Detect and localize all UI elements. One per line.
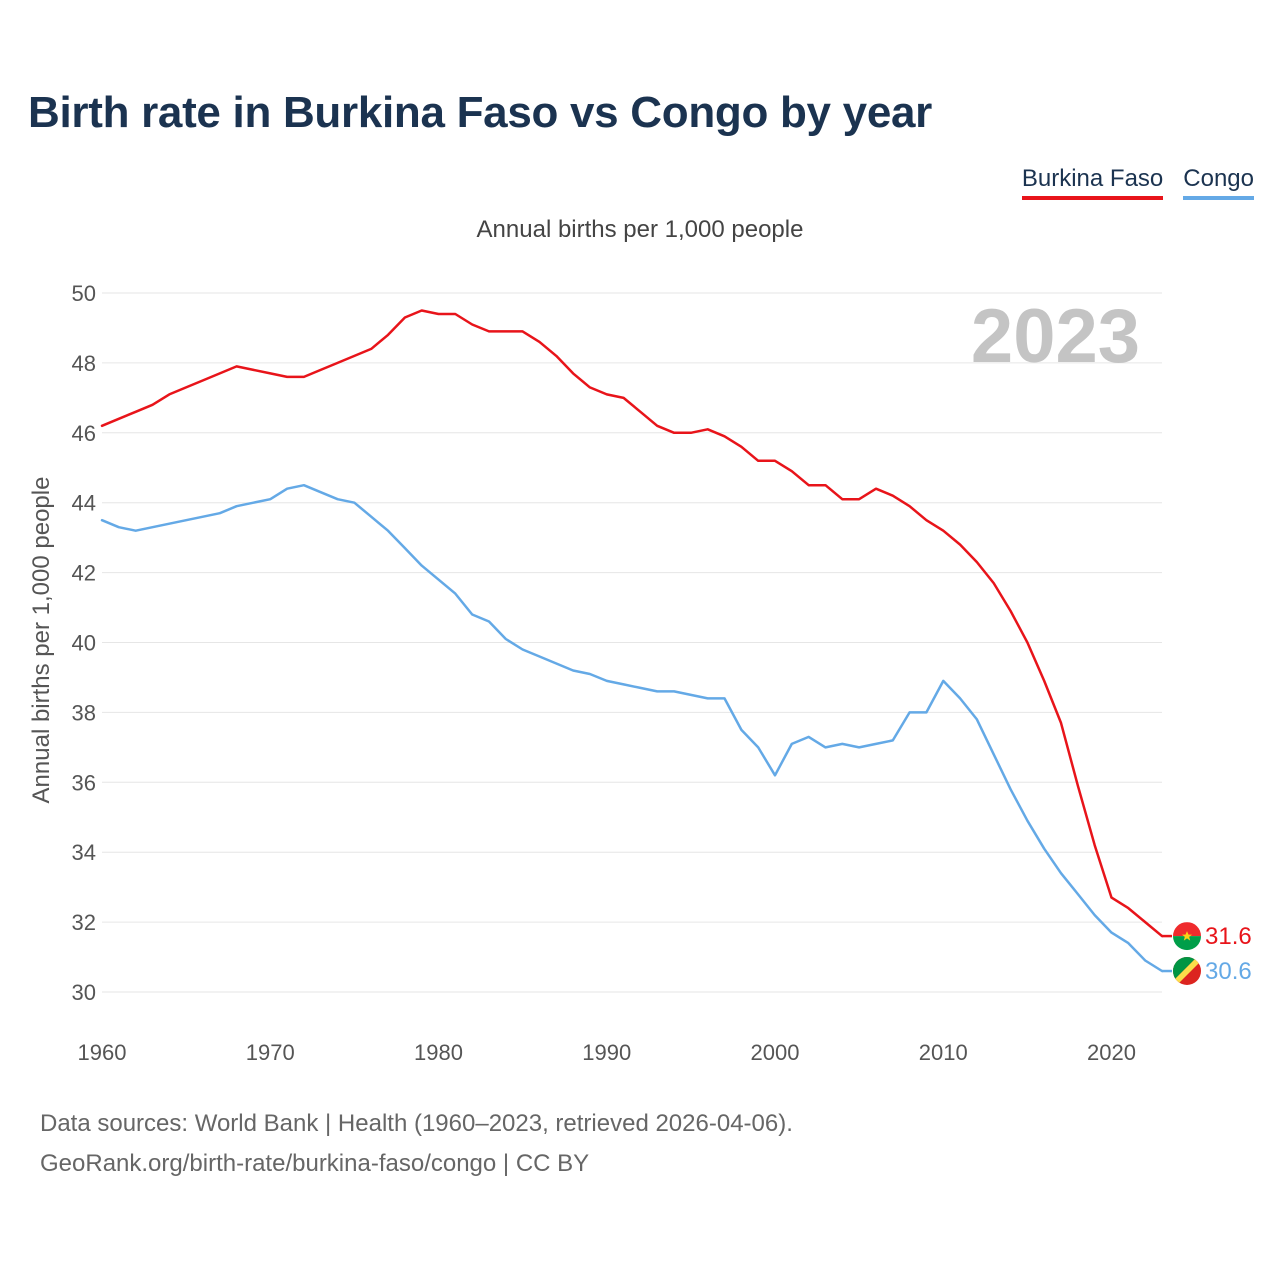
- x-tick-label: 2020: [1087, 1040, 1136, 1065]
- y-tick-label: 50: [72, 281, 96, 306]
- series-lines: [100, 309, 1164, 973]
- end-markers: 31.6 30.6: [1162, 922, 1252, 985]
- grid-lines: [102, 292, 1162, 993]
- y-tick-label: 48: [72, 351, 96, 376]
- end-value-label: 30.6: [1205, 958, 1252, 985]
- burkina-faso-flag-icon: [1173, 922, 1201, 951]
- x-tick-label: 1970: [246, 1040, 295, 1065]
- footer: Data sources: World Bank | Health (1960–…: [40, 1104, 793, 1184]
- congo-flag-icon: [1173, 957, 1201, 985]
- legend-item-congo[interactable]: Congo: [1183, 164, 1254, 200]
- series-line-congo[interactable]: [100, 483, 1164, 973]
- y-tick-label: 38: [72, 700, 96, 725]
- x-axis-ticks: 1960 1970 1980 1990 2000 2010 2020: [78, 1040, 1136, 1065]
- y-tick-label: 34: [72, 840, 96, 865]
- y-tick-label: 32: [72, 910, 96, 935]
- chart-subtitle: Annual births per 1,000 people: [476, 216, 804, 243]
- y-tick-label: 46: [72, 421, 96, 446]
- x-tick-label: 2010: [919, 1040, 968, 1065]
- y-tick-label: 30: [72, 980, 96, 1005]
- end-value-label: 31.6: [1205, 923, 1252, 950]
- page-title: Birth rate in Burkina Faso vs Congo by y…: [28, 88, 932, 137]
- x-tick-label: 1990: [582, 1040, 631, 1065]
- x-tick-label: 2000: [751, 1040, 800, 1065]
- year-watermark: 2023: [971, 294, 1140, 379]
- chart-legend: Burkina Faso Congo: [1021, 164, 1254, 200]
- y-axis-ticks: 30 32 34 36 38 40 42 44 46 48 50: [72, 281, 96, 1005]
- y-tick-label: 44: [72, 491, 96, 516]
- series-line-burkina-faso[interactable]: [100, 309, 1164, 938]
- y-tick-label: 36: [72, 770, 96, 795]
- x-tick-label: 1980: [414, 1040, 463, 1065]
- legend-item-burkina-faso[interactable]: Burkina Faso: [1021, 164, 1164, 200]
- y-tick-label: 42: [72, 561, 96, 586]
- source-url-text[interactable]: GeoRank.org/birth-rate/burkina-faso/cong…: [40, 1150, 590, 1177]
- y-tick-label: 40: [72, 631, 96, 656]
- data-source-text: Data sources: World Bank | Health (1960–…: [40, 1110, 793, 1137]
- x-tick-label: 1960: [78, 1040, 127, 1065]
